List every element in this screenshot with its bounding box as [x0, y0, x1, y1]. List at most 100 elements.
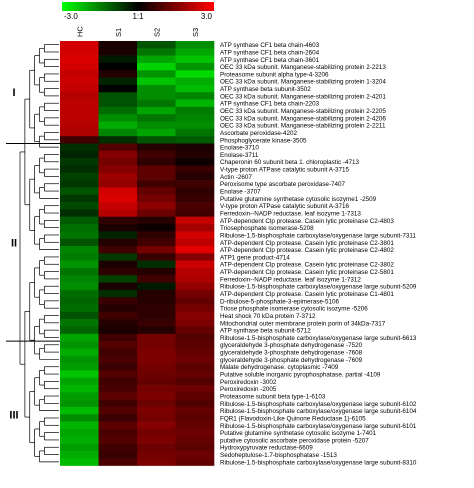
cluster-label: III: [9, 409, 18, 421]
heatmap-cell: [175, 458, 215, 466]
heatmap-cell: [98, 245, 138, 254]
heatmap-cell: [175, 143, 215, 152]
heatmap-cell: [98, 319, 138, 327]
row-label: Chaperonin 60 subunit beta 1. chloroplas…: [220, 159, 359, 166]
heatmap-cell: [60, 84, 99, 93]
heatmap-cell: [175, 341, 215, 349]
heatmap-cell: [98, 172, 138, 181]
heatmap-cell: [175, 289, 215, 298]
row-label: Sedoheptulose-1.7-bisphosphatase -1513: [220, 452, 337, 459]
row-label: Proteasome subunit beta type-1-6103: [220, 393, 326, 400]
heatmap-cell: [137, 202, 176, 210]
cluster-label: II: [11, 237, 17, 249]
heatmap-cell: [98, 238, 138, 247]
heatmap-cell: [137, 55, 176, 64]
heatmap-cell: [98, 194, 138, 203]
heatmap-cell: [175, 443, 215, 452]
heatmap-cell: [60, 407, 99, 415]
heatmap-cell: [60, 341, 99, 349]
heatmap-cell: [98, 275, 138, 283]
row-label: Peroxiredoxin -3002: [220, 379, 277, 386]
heatmap-cell: [60, 48, 99, 56]
row-label: ATP synthase CF1 beta chain-2604: [220, 49, 320, 56]
heatmap-cell: [137, 216, 176, 225]
heatmap-cell: [175, 92, 215, 100]
row-label: Ribulose-1.5-bisphosphate carboxylase/ox…: [220, 423, 417, 430]
heatmap-cell: [137, 421, 176, 430]
heatmap-cell: [60, 216, 99, 225]
heatmap-cell: [175, 238, 215, 247]
heatmap-cell: [175, 450, 215, 459]
heatmap-cell: [60, 165, 99, 174]
row-label: Ferredoxin--NADP reductase. leaf isozyme…: [220, 276, 361, 283]
heatmap-cell: [60, 333, 99, 342]
row-label: OEC 33 kDa subunit. Manganese-stabilizin…: [220, 64, 386, 71]
heatmap-cell: [137, 77, 176, 86]
heatmap-cell: [137, 224, 176, 232]
heatmap-cell: [98, 48, 138, 56]
heatmap-cell: [175, 311, 215, 320]
heatmap-cell: [98, 348, 138, 357]
row-label: ATP1 gene product-4714: [220, 254, 290, 261]
heatmap-cell: [137, 311, 176, 320]
heatmap-cell: [98, 84, 138, 93]
heatmap-cell: [175, 282, 215, 291]
row-label: Heat shock 70 kDa protein 7-3712: [220, 313, 316, 320]
heatmap-cell: [60, 319, 99, 327]
heatmap-cell: [98, 231, 138, 239]
row-label: Ribulose-1.5-bisphosphate carboxylase/ox…: [220, 284, 417, 291]
heatmap-cell: [60, 238, 99, 247]
heatmap-cell: [137, 450, 176, 459]
heatmap-cell: [137, 355, 176, 364]
row-label: FQR1 (Flavodoxin-Like Quinone Reductase …: [220, 415, 366, 422]
heatmap-cell: [60, 428, 99, 437]
heatmap-cell: [137, 92, 176, 100]
heatmap-cell: [60, 436, 99, 444]
row-label: OEC 33 kDa subunit. Manganese-stabilizin…: [220, 79, 386, 86]
heatmap-cell: [137, 245, 176, 254]
heatmap-cell: [98, 399, 138, 408]
heatmap-cell: [60, 114, 99, 122]
heatmap-cell: [175, 377, 215, 386]
row-label: ATP synthase beta subunit-3502: [220, 86, 311, 93]
row-label: putative cytosolic ascorbate peroxidase …: [220, 437, 369, 444]
row-label: Triosephosphate isomerase-5208: [220, 225, 314, 232]
heatmap-cell: [60, 202, 99, 210]
row-label: ATP synthase CF1 beta chain-3601: [220, 57, 320, 64]
heatmap-cell: [137, 319, 176, 327]
heatmap-cell: [137, 209, 176, 217]
row-label: glyceraldehyde 3-phosphate dehydrogenase…: [220, 350, 363, 357]
heatmap-cell: [98, 121, 138, 130]
row-label: ATP-dependent Clp protease. Casein lytic…: [220, 269, 394, 276]
row-label: Enolase-3710: [220, 145, 259, 152]
heatmap-cell: [137, 370, 176, 379]
row-label: Ascorbate peroxidase-4202: [220, 130, 298, 137]
color-scale-mid-label: 1:1: [132, 12, 144, 21]
row-label: Putative glutamine synthetase cytosolic …: [220, 196, 377, 203]
heatmap-cell: [175, 436, 215, 444]
heatmap-cell: [175, 319, 215, 327]
heatmap-cells: [60, 41, 215, 466]
heatmap-cell: [98, 136, 138, 144]
heatmap-cell: [98, 77, 138, 86]
row-label: Malate dehydrogenase. cytoplasmic -7409: [220, 364, 339, 371]
row-label: ATP synthase beta subunit-5712: [220, 328, 311, 335]
heatmap-cell: [60, 187, 99, 196]
column-label: HC: [75, 26, 84, 37]
heatmap-cell: [175, 187, 215, 196]
heatmap-cell: [175, 385, 215, 393]
heatmap-cell: [60, 224, 99, 232]
heatmap-cell: [137, 84, 176, 93]
heatmap-cell: [60, 326, 99, 335]
heatmap-cell: [60, 267, 99, 276]
heatmap-cell: [175, 231, 215, 239]
heatmap-cell: [60, 275, 99, 283]
heatmap-cell: [98, 150, 138, 159]
heatmap-cell: [137, 392, 176, 400]
heatmap-cell: [98, 180, 138, 188]
heatmap-cell: [175, 55, 215, 64]
heatmap-cell: [137, 136, 176, 144]
heatmap-cell: [137, 158, 176, 166]
heatmap-cell: [175, 414, 215, 422]
heatmap-cell: [60, 399, 99, 408]
